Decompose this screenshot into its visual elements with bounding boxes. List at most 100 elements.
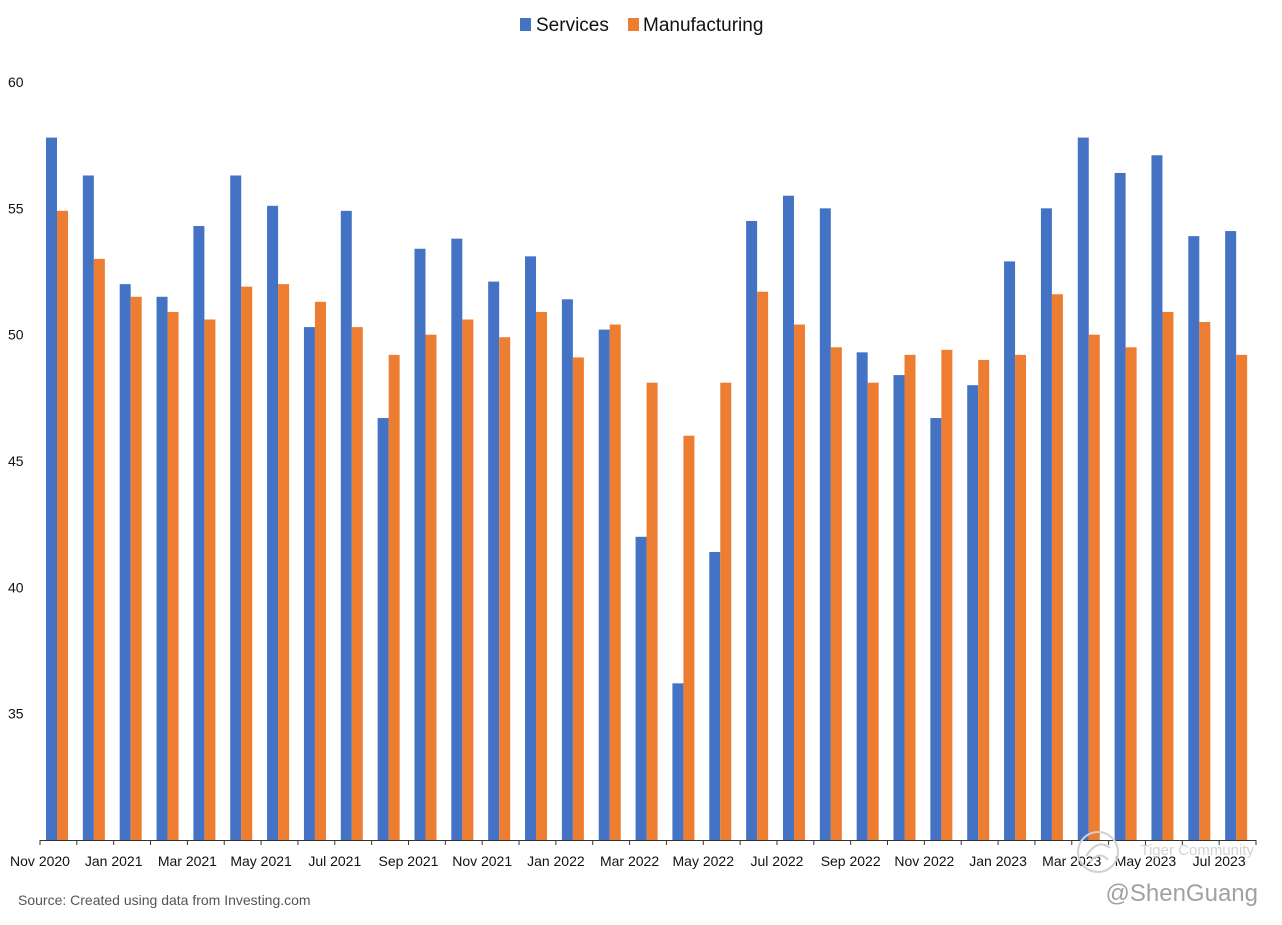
bar-services [746, 220, 758, 841]
bar-services [561, 299, 573, 840]
bar-services [893, 375, 905, 840]
bar-manufacturing [499, 337, 511, 840]
y-tick-label: 35 [8, 706, 24, 722]
bar-manufacturing [1162, 311, 1174, 840]
bar-manufacturing [314, 301, 326, 840]
x-tick-label: Jan 2021 [85, 853, 143, 869]
watermark-community: Tiger Community [1140, 842, 1254, 859]
x-axis: Nov 2020 Jan 2021 Mar 2021 May 2021 Jul 2021… [10, 840, 1257, 869]
bar-manufacturing [683, 435, 695, 840]
x-tick-label: Jan 2023 [969, 853, 1027, 869]
y-axis: 35 40 45 50 55 60 [8, 74, 24, 722]
x-tick-label: Mar 2022 [600, 853, 659, 869]
bar-manufacturing [1199, 322, 1211, 840]
bar-services [377, 418, 389, 840]
bar-manufacturing [130, 296, 142, 840]
bar-manufacturing [941, 349, 953, 840]
y-tick-label: 55 [8, 200, 24, 216]
bar-services [1077, 137, 1089, 841]
x-tick-label: Mar 2021 [158, 853, 217, 869]
bar-services [967, 385, 979, 840]
bar-manufacturing [1125, 347, 1137, 840]
x-tick-label: Sep 2021 [379, 853, 439, 869]
x-tick-label: Jan 2022 [527, 853, 585, 869]
bar-manufacturing [278, 284, 290, 840]
bar-manufacturing [572, 357, 584, 840]
bar-services [414, 248, 426, 840]
bar-services [1188, 236, 1200, 840]
bar-services [1225, 231, 1237, 840]
x-tick-label: Nov 2020 [10, 853, 70, 869]
bar-services [488, 281, 500, 840]
y-tick-label: 60 [8, 74, 24, 90]
legend-label-manufacturing: Manufacturing [643, 15, 763, 36]
bar-services [230, 175, 242, 841]
bar-manufacturing [1088, 334, 1100, 840]
x-tick-label: Mar 2023 [1042, 853, 1101, 869]
x-tick-label: May 2023 [1115, 853, 1177, 869]
bar-services [193, 226, 205, 840]
legend-swatch-services [520, 18, 531, 31]
source-note: Source: Created using data from Investin… [18, 892, 311, 908]
bar-services [672, 683, 684, 840]
bar-manufacturing [609, 324, 621, 840]
bar-services [930, 418, 942, 840]
bar-manufacturing [351, 327, 363, 841]
bar-services [1040, 208, 1052, 840]
bar-manufacturing [757, 291, 769, 841]
bar-manufacturing [204, 319, 216, 840]
bar-services [82, 175, 94, 841]
bar-services [303, 327, 315, 841]
bar-services [46, 137, 57, 841]
bar-manufacturing [93, 258, 105, 840]
bar-manufacturing [57, 210, 68, 841]
bar-manufacturing [167, 311, 179, 840]
legend-swatch-manufacturing [628, 18, 639, 31]
bar-services [1151, 155, 1163, 840]
bar-manufacturing [1051, 294, 1063, 840]
bar-manufacturing [1015, 354, 1027, 840]
bar-services [856, 352, 868, 840]
bar-manufacturing [1236, 354, 1248, 840]
watermark-name: @ShenGuang [1105, 880, 1258, 907]
bar-manufacturing [978, 359, 990, 840]
bar-services [1004, 261, 1016, 840]
x-tick-label: May 2022 [673, 853, 735, 869]
tiger-logo-icon [1077, 831, 1119, 873]
bar-manufacturing [241, 286, 253, 840]
bar-services [1114, 172, 1126, 840]
y-tick-label: 40 [8, 579, 24, 595]
legend-label-services: Services [536, 15, 609, 36]
y-tick-label: 50 [8, 327, 24, 343]
x-tick-label: Jul 2023 [1193, 853, 1246, 869]
bar-manufacturing [830, 347, 842, 840]
bar-manufacturing [867, 382, 879, 840]
bar-manufacturing [793, 324, 805, 840]
bar-services [267, 205, 279, 840]
bar-services [709, 551, 721, 840]
x-tick-label: Nov 2021 [452, 853, 512, 869]
bar-manufacturing [720, 382, 732, 840]
bar-services [819, 208, 831, 840]
bar-manufacturing [646, 382, 658, 840]
bar-services [156, 296, 168, 840]
x-tick-label: Nov 2022 [894, 853, 954, 869]
x-tick-label: Jul 2021 [308, 853, 361, 869]
bar-manufacturing [388, 354, 400, 840]
bar-services [598, 329, 610, 840]
x-tick-label: May 2021 [230, 853, 292, 869]
bar-services [340, 210, 352, 841]
legend: Services Manufacturing [520, 15, 763, 36]
bar-manufacturing [904, 354, 916, 840]
bar-services [119, 284, 131, 840]
bar-services [782, 195, 794, 840]
bar-manufacturing [536, 311, 548, 840]
bar-manufacturing [425, 334, 437, 840]
x-tick-label: Jul 2022 [751, 853, 804, 869]
bar-services [635, 536, 647, 840]
x-tick-label: Sep 2022 [821, 853, 881, 869]
bar-services [525, 256, 537, 841]
bar-manufacturing [462, 319, 474, 840]
bars [46, 137, 1248, 841]
